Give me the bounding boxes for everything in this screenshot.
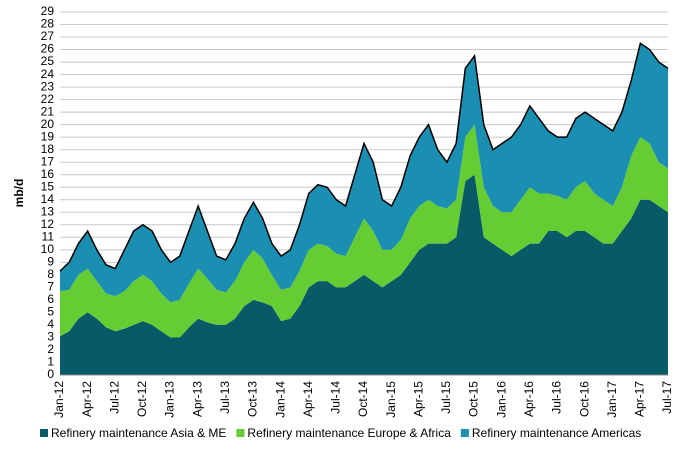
legend-swatch xyxy=(460,429,469,437)
x-tick-label: Apr-13 xyxy=(190,381,204,417)
x-tick-label: Jan-17 xyxy=(605,381,619,418)
y-tick-label: 15 xyxy=(41,179,55,193)
x-tick-label: Jan-14 xyxy=(273,381,287,418)
x-tick-label: Jul-13 xyxy=(218,381,232,414)
x-tick-label: Oct-14 xyxy=(356,381,370,417)
legend-swatch xyxy=(40,429,48,437)
y-tick-label: 8 xyxy=(47,267,54,281)
y-tick-label: 29 xyxy=(41,4,55,18)
y-tick-label: 19 xyxy=(41,129,55,143)
total-outline xyxy=(59,42,669,272)
y-tick-label: 23 xyxy=(41,79,55,93)
x-tick-label: Jul-15 xyxy=(439,381,453,414)
area xyxy=(60,43,668,303)
x-tick-label: Apr-16 xyxy=(522,381,536,417)
y-tick-label: 25 xyxy=(41,54,55,68)
y-axis-label: mb/d xyxy=(12,179,26,208)
legend-label: Refinery maintenance Americas xyxy=(472,426,641,440)
y-tick-label: 13 xyxy=(41,204,55,218)
x-tick-label: Jul-16 xyxy=(550,381,564,414)
x-tick-label: Jul-14 xyxy=(329,381,343,414)
x-tick-label: Oct-12 xyxy=(135,381,149,417)
y-tick-label: 16 xyxy=(41,167,55,181)
y-tick-label: 27 xyxy=(41,29,55,43)
legend-swatch xyxy=(236,429,245,437)
y-tick-label: 20 xyxy=(41,117,55,131)
y-tick-label: 24 xyxy=(41,67,55,81)
y-tick-label: 28 xyxy=(41,17,55,31)
y-tick-label: 9 xyxy=(47,255,54,269)
y-tick-label: 6 xyxy=(47,292,54,306)
y-tick-label: 5 xyxy=(47,305,54,319)
y-tick-label: 4 xyxy=(47,317,54,331)
y-tick-label: 10 xyxy=(41,242,55,256)
x-tick-label: Apr-15 xyxy=(411,381,425,417)
y-tick-label: 1 xyxy=(47,355,54,369)
legend-label: Refinery maintenance Europe & Africa xyxy=(247,426,451,440)
y-tick-label: 7 xyxy=(47,280,54,294)
y-tick-label: 17 xyxy=(41,154,55,168)
y-tick-label: 3 xyxy=(47,330,54,344)
y-tick-label: 26 xyxy=(41,42,55,56)
x-tick-label: Apr-12 xyxy=(80,381,94,417)
x-tick-label: Jan-12 xyxy=(52,381,66,418)
y-tick-label: 18 xyxy=(41,142,55,156)
x-tick-label: Apr-17 xyxy=(633,381,647,417)
x-tick-label: Oct-16 xyxy=(577,381,591,417)
x-tick-label: Jan-16 xyxy=(494,381,508,418)
x-tick-label: Oct-15 xyxy=(467,381,481,417)
legend-label: Refinery maintenance Asia & ME xyxy=(51,426,226,440)
y-tick-label: 11 xyxy=(42,229,55,243)
y-tick-label: 2 xyxy=(47,342,54,356)
x-tick-label: Jul-12 xyxy=(107,381,121,414)
y-tick-label: 14 xyxy=(41,192,55,206)
x-tick-label: Apr-14 xyxy=(301,381,315,417)
y-tick-label: 22 xyxy=(41,92,55,106)
x-tick-label: Jan-15 xyxy=(384,381,398,418)
x-tick-label: Jan-13 xyxy=(163,381,177,418)
y-tick-label: 21 xyxy=(41,104,55,118)
x-tick-label: Oct-13 xyxy=(246,381,260,417)
y-tick-label: 0 xyxy=(47,367,54,381)
y-tick-label: 12 xyxy=(41,217,55,231)
x-tick-label: Jul-17 xyxy=(660,381,674,414)
